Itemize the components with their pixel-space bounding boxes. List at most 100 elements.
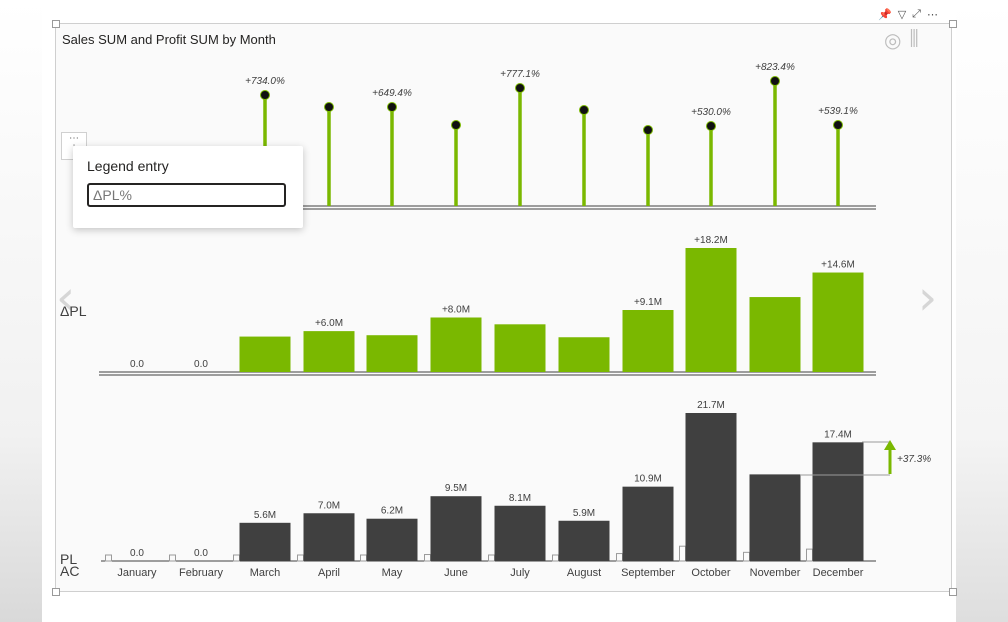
- pin-head: [515, 83, 525, 93]
- variance-marker: +37.3%: [800, 440, 931, 476]
- filter-icon[interactable]: ▽: [897, 9, 907, 21]
- month-label: April: [318, 567, 340, 579]
- focus-mode-icon[interactable]: ⤢: [912, 8, 921, 20]
- top-right-icons: ◎ ⫼: [884, 28, 919, 53]
- pl-marker: [424, 554, 431, 562]
- pin-head: [643, 125, 653, 135]
- ac-bar: [685, 413, 737, 561]
- bars-icon[interactable]: ⫼: [909, 28, 919, 50]
- pin-head: [387, 102, 397, 112]
- month-label: January: [117, 567, 157, 579]
- ac-bar: [812, 442, 864, 561]
- delta-bar: [622, 310, 674, 372]
- legend-entry-popup[interactable]: Legend entry: [73, 146, 303, 228]
- pin-head: [451, 120, 461, 130]
- pin-series: +734.0% +649.4% +777.1% +530.0% +823.4% +539.…: [245, 62, 858, 206]
- resize-handle[interactable]: [52, 588, 60, 596]
- ac-bar: [303, 513, 355, 561]
- month-label: July: [510, 567, 530, 579]
- month-label: August: [567, 567, 601, 579]
- delta-bar: [303, 331, 355, 372]
- ac-row-label: AC: [60, 563, 79, 579]
- pl-marker: [552, 554, 559, 562]
- visual-header: 📌 ▽ ⤢ ⋯: [878, 8, 938, 21]
- pin-head: [770, 76, 780, 86]
- ac-bar: [239, 522, 291, 561]
- pl-marker: [743, 551, 750, 562]
- pl-marker: [169, 554, 176, 562]
- resize-handle[interactable]: [949, 588, 957, 596]
- pin-label: +777.1%: [500, 69, 540, 80]
- pin-label: +539.1%: [818, 106, 858, 117]
- month-label: March: [250, 567, 281, 579]
- eye-icon[interactable]: ◎: [884, 30, 902, 52]
- pin-label: +823.4%: [755, 62, 795, 73]
- resize-handle[interactable]: [949, 20, 957, 28]
- background-right: [956, 0, 1008, 622]
- month-label: February: [179, 567, 224, 579]
- month-label: December: [813, 567, 864, 579]
- pl-marker: [679, 545, 686, 562]
- delta-bar: [494, 324, 546, 372]
- more-options-icon[interactable]: ⋯: [926, 9, 938, 21]
- delta-bar-label: 0.0: [194, 359, 208, 370]
- month-label: September: [621, 567, 675, 579]
- pin-icon[interactable]: 📌: [878, 9, 892, 21]
- delta-pl-row-label: ΔPL: [60, 303, 87, 319]
- ac-bar: [749, 474, 801, 561]
- ac-bar-label: 0.0: [194, 548, 208, 559]
- ac-bar: [494, 505, 546, 561]
- delta-bar: [366, 335, 418, 372]
- delta-bar: [812, 272, 864, 372]
- delta-bar-label: +18.2M: [694, 235, 728, 246]
- delta-bar-label: +6.0M: [315, 318, 343, 329]
- ac-bar: [622, 486, 674, 561]
- month-axis: January February March April May June July Augu…: [117, 567, 863, 579]
- delta-bar-label: 0.0: [130, 359, 144, 370]
- pin-label: +530.0%: [691, 107, 731, 118]
- month-label: October: [691, 567, 730, 579]
- delta-bar: [558, 337, 610, 372]
- ac-bar-label: 10.9M: [634, 474, 662, 485]
- ac-bar-label: 0.0: [130, 548, 144, 559]
- chart-visual[interactable]: [55, 23, 952, 592]
- background-left: [0, 0, 42, 622]
- pl-row-label: PL: [60, 551, 77, 567]
- ac-bar: [366, 518, 418, 561]
- ac-bar: [558, 520, 610, 561]
- popup-title: Legend entry: [87, 158, 169, 174]
- pl-marker: [297, 554, 304, 562]
- ac-bar: [430, 496, 482, 561]
- delta-bar: [430, 317, 482, 372]
- resize-handle[interactable]: [52, 20, 60, 28]
- delta-bar-series: 0.0 0.0 +6.0M +8.0M +9.1M +18.2M +14.6M: [130, 235, 864, 372]
- ac-bar-series: 0.0 0.0 5.6M 7.0M 6.2M 9.5M 8.1M 5.9M 10.9M 21.7M…: [105, 400, 864, 562]
- delta-bar: [239, 336, 291, 372]
- ac-bar-label: 21.7M: [697, 400, 725, 411]
- ac-bar-label: 17.4M: [824, 429, 852, 440]
- ac-bar-label: 7.0M: [318, 500, 340, 511]
- pl-marker: [488, 554, 495, 562]
- pin-head: [833, 120, 843, 130]
- pin-label: +649.4%: [372, 88, 412, 99]
- next-arrow-icon[interactable]: ›: [918, 270, 938, 326]
- pl-marker: [360, 554, 367, 562]
- pin-head: [579, 105, 589, 115]
- legend-entry-input[interactable]: [87, 183, 286, 207]
- pin-head: [260, 90, 270, 100]
- ac-bar-label: 8.1M: [509, 493, 531, 504]
- ac-bar-label: 6.2M: [381, 506, 403, 517]
- delta-bar-label: +14.6M: [821, 260, 855, 271]
- pin-head: [706, 121, 716, 131]
- delta-bar: [749, 297, 801, 372]
- pl-marker: [233, 554, 240, 562]
- prev-arrow-icon[interactable]: ‹: [56, 270, 76, 326]
- month-label: November: [750, 567, 801, 579]
- delta-bar-label: +8.0M: [442, 304, 470, 315]
- variance-label: +37.3%: [897, 454, 931, 465]
- ac-bar-label: 9.5M: [445, 483, 467, 494]
- ac-bar-label: 5.6M: [254, 510, 276, 521]
- chart-title: Sales SUM and Profit SUM by Month: [62, 32, 276, 47]
- month-label: June: [444, 567, 468, 579]
